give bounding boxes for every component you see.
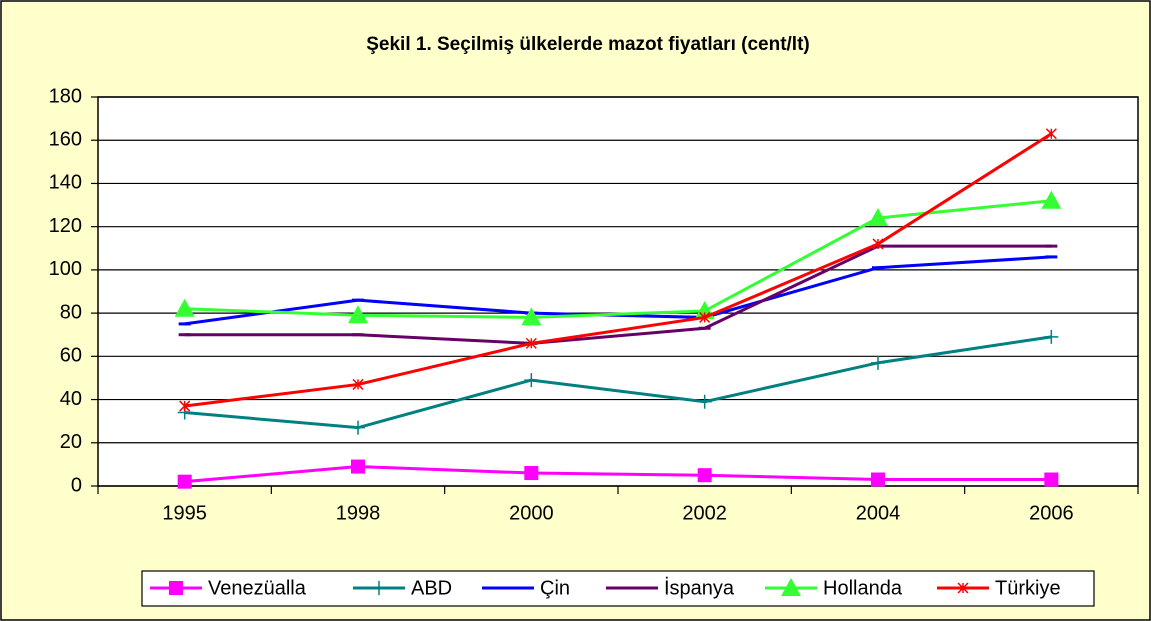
- data-point: [871, 355, 885, 370]
- series-line: [184, 335, 1052, 430]
- series-line: [184, 132, 1053, 408]
- x-tick-label: 2000: [509, 502, 554, 524]
- data-point: [524, 373, 539, 388]
- legend-label: Çin: [540, 577, 570, 599]
- plot-area: [97, 96, 1139, 487]
- data-point: [351, 459, 365, 474]
- data-point: [871, 472, 885, 487]
- data-point: [521, 307, 542, 326]
- legend-label: ABD: [411, 577, 452, 599]
- data-point: [524, 466, 539, 481]
- data-point: [177, 474, 192, 489]
- y-tick-label: 20: [60, 431, 82, 453]
- data-point: [525, 337, 537, 349]
- x-tick-label: 1998: [336, 502, 381, 524]
- data-point: [1041, 190, 1062, 209]
- y-tick-label: 120: [49, 215, 82, 237]
- data-point: [697, 468, 712, 483]
- series-line: [184, 465, 1052, 484]
- y-tick-label: 40: [60, 388, 82, 410]
- legend-label: Hollanda: [823, 577, 903, 599]
- legend-marker: [957, 582, 969, 594]
- data-point: [1045, 128, 1057, 140]
- legend-marker: [169, 581, 183, 595]
- data-point: [699, 311, 711, 323]
- legend-label: Venezüalla: [208, 577, 307, 599]
- legend-marker: [781, 578, 801, 596]
- data-point: [174, 298, 195, 317]
- series-line: [184, 244, 1052, 345]
- x-tick-label: 2002: [682, 502, 727, 524]
- y-tick-label: 60: [60, 345, 82, 367]
- data-point: [179, 400, 191, 412]
- legend-label: Türkiye: [995, 577, 1061, 599]
- series-line: [184, 199, 1052, 319]
- y-tick-label: 100: [49, 258, 82, 280]
- y-tick-label: 180: [49, 85, 82, 107]
- legend-label: İspanya: [664, 576, 735, 599]
- chart-title: Şekil 1. Seçilmiş ülkelerde mazot fiyatl…: [366, 34, 810, 55]
- y-tick-label: 160: [49, 129, 82, 151]
- data-point: [348, 305, 368, 324]
- data-point: [868, 208, 888, 227]
- data-point: [1044, 329, 1059, 344]
- data-point: [1044, 472, 1059, 487]
- x-tick-label: 1995: [162, 502, 207, 524]
- data-point: [697, 394, 712, 409]
- y-tick-label: 80: [60, 301, 82, 323]
- y-tick-label: 140: [49, 172, 82, 194]
- data-point: [352, 378, 364, 390]
- x-tick-label: 2006: [1029, 502, 1074, 524]
- data-point: [872, 238, 884, 250]
- legend-marker: [372, 581, 386, 595]
- x-tick-label: 2004: [856, 502, 901, 524]
- data-point: [351, 420, 365, 435]
- y-tick-label: 0: [71, 474, 82, 496]
